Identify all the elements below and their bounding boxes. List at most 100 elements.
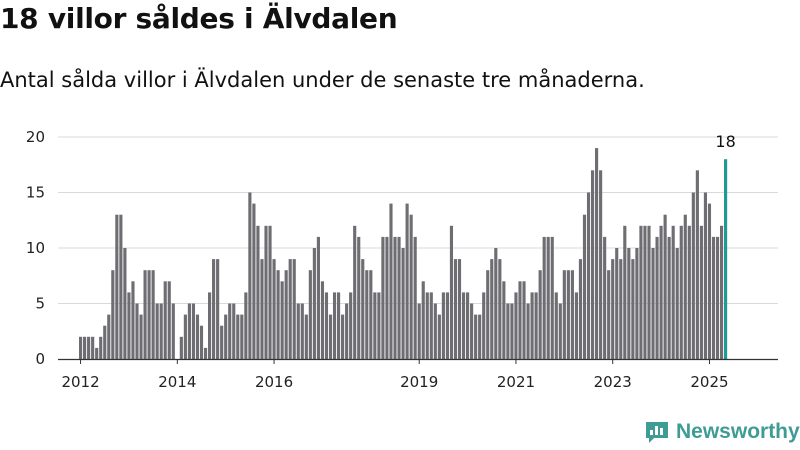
bar — [586, 192, 591, 359]
bar — [389, 203, 393, 359]
bar-chart-icon — [646, 422, 668, 443]
bar — [139, 314, 143, 359]
bar — [562, 270, 566, 359]
bar — [163, 281, 167, 359]
bar — [183, 314, 187, 359]
bar — [711, 236, 716, 359]
bar — [316, 236, 320, 359]
bar — [393, 236, 397, 359]
bar — [566, 270, 570, 359]
bar — [264, 225, 268, 359]
chart-title: 18 villor såldes i Älvdalen — [0, 2, 398, 35]
bar — [453, 259, 458, 359]
bar — [437, 314, 441, 359]
bar — [554, 292, 558, 359]
bar — [695, 170, 699, 359]
bar — [91, 336, 95, 359]
bar — [490, 259, 494, 359]
bar — [337, 292, 341, 359]
bar — [341, 314, 345, 359]
bar — [413, 236, 417, 359]
bar — [647, 225, 651, 359]
bar — [433, 303, 437, 359]
bar — [147, 270, 151, 359]
bar — [296, 303, 300, 359]
bar — [603, 236, 607, 359]
bar — [599, 170, 603, 359]
bar — [191, 303, 196, 359]
bar — [405, 203, 409, 359]
bar — [401, 248, 405, 359]
bar — [546, 236, 550, 359]
bar — [623, 225, 627, 359]
bar — [550, 236, 554, 359]
y-tick-label: 5 — [35, 295, 45, 313]
bar — [99, 336, 103, 359]
bar — [474, 314, 478, 359]
bar — [639, 225, 643, 359]
bar — [111, 270, 115, 359]
bar — [627, 248, 631, 359]
bar — [679, 225, 683, 359]
bar — [103, 325, 107, 359]
bar — [582, 214, 587, 359]
bar — [534, 292, 538, 359]
bar — [719, 225, 724, 359]
bar — [506, 303, 510, 359]
bar — [381, 236, 385, 359]
bar — [127, 292, 131, 359]
bar — [280, 281, 284, 359]
bar — [619, 259, 623, 359]
bar — [320, 281, 325, 359]
bar — [486, 270, 490, 359]
bar — [288, 259, 292, 359]
bar — [228, 303, 232, 359]
bar — [631, 259, 635, 359]
bar — [83, 336, 87, 359]
bar — [445, 292, 449, 359]
bar — [611, 259, 615, 359]
bar — [498, 259, 502, 359]
bar — [675, 248, 679, 359]
bar — [276, 270, 280, 359]
bar — [615, 248, 619, 359]
bar — [345, 303, 349, 359]
bar — [558, 303, 562, 359]
bar — [369, 270, 373, 359]
bar — [87, 336, 91, 359]
bar — [417, 303, 421, 359]
bar — [187, 303, 191, 359]
bar — [361, 259, 365, 359]
x-tick-label: 2016 — [255, 373, 293, 391]
bar — [260, 259, 264, 359]
bar — [349, 292, 353, 359]
bar — [151, 270, 155, 359]
bar — [135, 303, 139, 359]
bar — [292, 259, 296, 359]
bar — [248, 192, 252, 359]
bar — [607, 270, 611, 359]
y-axis-labels: 0 5 10 15 20 — [26, 128, 45, 368]
bar — [171, 303, 175, 359]
bar — [643, 225, 647, 359]
bar — [707, 203, 712, 359]
bar — [78, 336, 83, 359]
bar — [683, 214, 687, 359]
bar — [385, 236, 389, 359]
bar — [216, 259, 220, 359]
bar — [494, 248, 498, 359]
bar — [195, 314, 200, 359]
bar — [699, 225, 703, 359]
y-tick-label: 0 — [35, 350, 45, 368]
x-tick-label: 2019 — [400, 373, 438, 391]
bar — [212, 259, 216, 359]
bar — [578, 259, 583, 359]
bar — [284, 270, 288, 359]
bar — [421, 281, 425, 359]
bar — [466, 292, 470, 359]
bar — [397, 236, 401, 359]
bar — [651, 248, 655, 359]
x-tick-label: 2023 — [594, 373, 632, 391]
bar — [530, 292, 534, 359]
